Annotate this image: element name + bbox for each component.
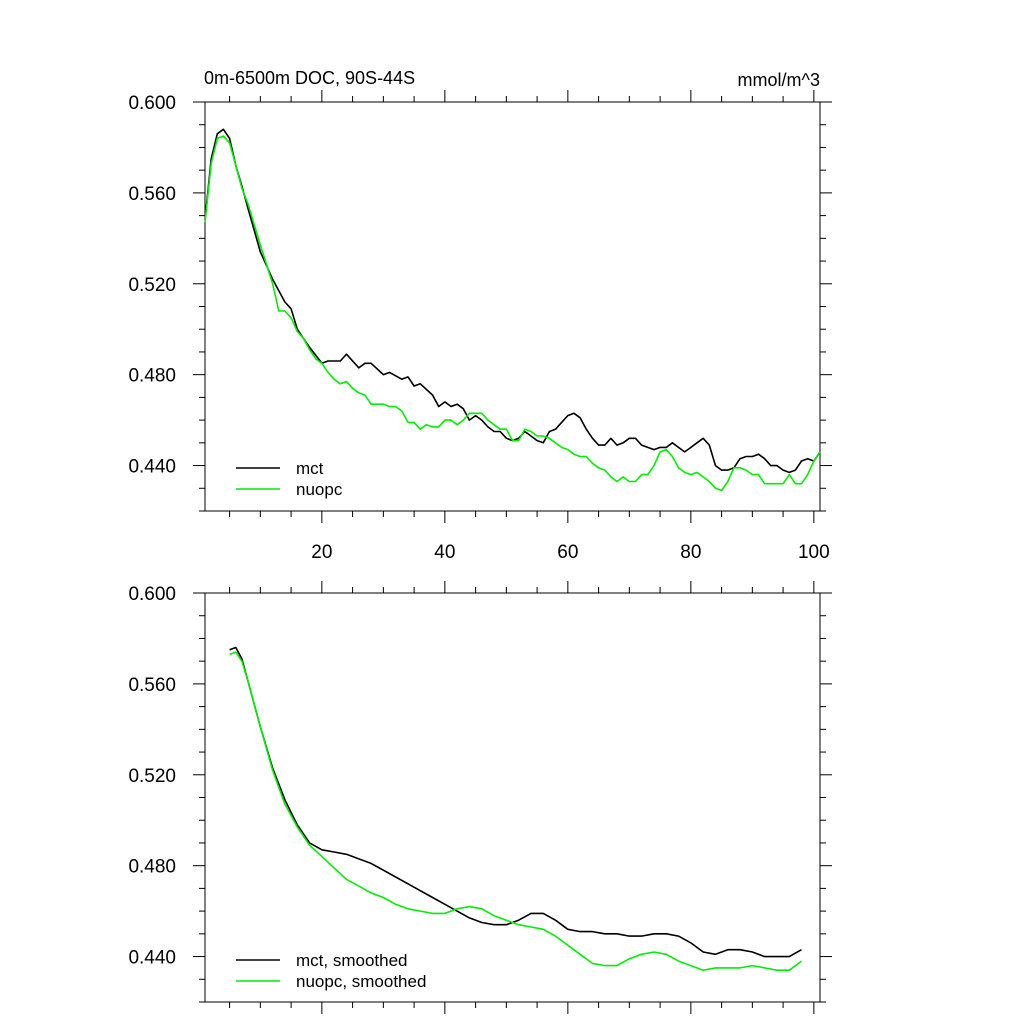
legend-label: nuopc, smoothed [296, 972, 426, 991]
plot-frame [204, 592, 821, 1003]
top-panel: 0m-6500m DOC, 90S-44S mmol/m^3 0.440 0.48… [128, 68, 832, 563]
y-tick-label: 0.600 [128, 93, 176, 114]
plot-frame [204, 101, 821, 512]
series-line-nuopc [229, 651, 802, 971]
y-tick-label: 0.440 [128, 457, 176, 478]
bottom-panel: 0.440 0.480 0.520 0.560 0.600 mct, smoothed nu… [128, 581, 832, 1014]
series-line-nuopc [204, 135, 821, 492]
y-tick-label: 0.560 [128, 184, 176, 205]
x-tick-label: 20 [311, 542, 332, 563]
legend-label: nuopc [296, 480, 343, 499]
legend-label: mct, smoothed [296, 951, 408, 970]
series-line-mct [229, 646, 802, 958]
x-tick-label: 80 [680, 542, 701, 563]
x-tick-label: 60 [557, 542, 578, 563]
y-tick-label: 0.480 [128, 366, 176, 387]
y-tick-label: 0.560 [128, 675, 176, 696]
y-tick-label: 0.440 [128, 948, 176, 969]
y-tick-label: 0.600 [128, 584, 176, 605]
y-tick-label: 0.520 [128, 275, 176, 296]
x-tick-label: 100 [798, 542, 830, 563]
y-tick-label: 0.520 [128, 766, 176, 787]
series-line-mct [204, 128, 821, 474]
legend-label: mct [296, 459, 324, 478]
chart-title: 0m-6500m DOC, 90S-44S [204, 68, 415, 88]
units-label: mmol/m^3 [738, 70, 820, 90]
y-tick-label: 0.480 [128, 857, 176, 878]
x-tick-label: 40 [434, 542, 455, 563]
